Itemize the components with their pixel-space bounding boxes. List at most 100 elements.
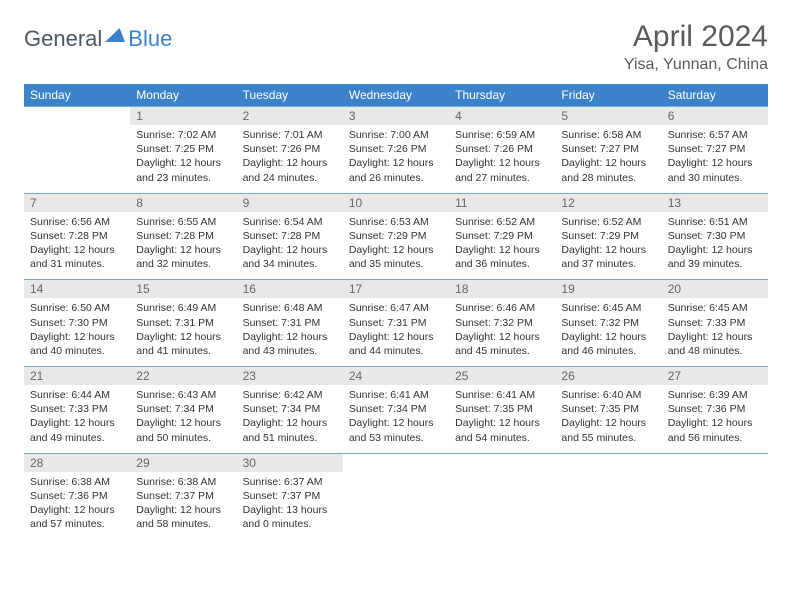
day-details: Sunrise: 6:38 AMSunset: 7:37 PMDaylight:…	[130, 472, 236, 540]
day-number: 11	[449, 194, 555, 212]
day-details: Sunrise: 6:39 AMSunset: 7:36 PMDaylight:…	[662, 385, 768, 453]
sunrise-text: Sunrise: 6:39 AM	[668, 388, 762, 402]
day-details: Sunrise: 6:48 AMSunset: 7:31 PMDaylight:…	[237, 298, 343, 366]
calendar-cell: 18Sunrise: 6:46 AMSunset: 7:32 PMDayligh…	[449, 280, 555, 367]
day-number: 14	[24, 280, 130, 298]
day-details: Sunrise: 6:37 AMSunset: 7:37 PMDaylight:…	[237, 472, 343, 540]
sunrise-text: Sunrise: 6:38 AM	[136, 475, 230, 489]
daylight-text: Daylight: 12 hours and 43 minutes.	[243, 330, 337, 358]
daylight-text: Daylight: 12 hours and 24 minutes.	[243, 156, 337, 184]
sunrise-text: Sunrise: 6:56 AM	[30, 215, 124, 229]
calendar-cell: 5Sunrise: 6:58 AMSunset: 7:27 PMDaylight…	[555, 107, 661, 194]
calendar-cell: 25Sunrise: 6:41 AMSunset: 7:35 PMDayligh…	[449, 367, 555, 454]
day-number: 4	[449, 107, 555, 125]
sunset-text: Sunset: 7:32 PM	[455, 316, 549, 330]
daylight-text: Daylight: 12 hours and 57 minutes.	[30, 503, 124, 531]
day-number: 8	[130, 194, 236, 212]
day-details: Sunrise: 6:47 AMSunset: 7:31 PMDaylight:…	[343, 298, 449, 366]
daylight-text: Daylight: 12 hours and 55 minutes.	[561, 416, 655, 444]
daylight-text: Daylight: 12 hours and 37 minutes.	[561, 243, 655, 271]
calendar-cell: 29Sunrise: 6:38 AMSunset: 7:37 PMDayligh…	[130, 453, 236, 539]
calendar-week-row: 7Sunrise: 6:56 AMSunset: 7:28 PMDaylight…	[24, 193, 768, 280]
sunset-text: Sunset: 7:26 PM	[349, 142, 443, 156]
sunrise-text: Sunrise: 6:41 AM	[349, 388, 443, 402]
page-header: General Blue April 2024 Yisa, Yunnan, Ch…	[24, 20, 768, 74]
calendar-cell: 20Sunrise: 6:45 AMSunset: 7:33 PMDayligh…	[662, 280, 768, 367]
calendar-cell: 4Sunrise: 6:59 AMSunset: 7:26 PMDaylight…	[449, 107, 555, 194]
calendar-cell: 22Sunrise: 6:43 AMSunset: 7:34 PMDayligh…	[130, 367, 236, 454]
day-details: Sunrise: 6:57 AMSunset: 7:27 PMDaylight:…	[662, 125, 768, 193]
day-number: 3	[343, 107, 449, 125]
sunrise-text: Sunrise: 6:47 AM	[349, 301, 443, 315]
calendar-cell: 13Sunrise: 6:51 AMSunset: 7:30 PMDayligh…	[662, 193, 768, 280]
day-details: Sunrise: 6:55 AMSunset: 7:28 PMDaylight:…	[130, 212, 236, 280]
daylight-text: Daylight: 12 hours and 56 minutes.	[668, 416, 762, 444]
calendar-cell: 19Sunrise: 6:45 AMSunset: 7:32 PMDayligh…	[555, 280, 661, 367]
daylight-text: Daylight: 12 hours and 39 minutes.	[668, 243, 762, 271]
calendar-body: 1Sunrise: 7:02 AMSunset: 7:25 PMDaylight…	[24, 107, 768, 540]
location-label: Yisa, Yunnan, China	[624, 56, 768, 74]
calendar-cell	[449, 453, 555, 539]
day-details: Sunrise: 6:41 AMSunset: 7:35 PMDaylight:…	[449, 385, 555, 453]
calendar-cell: 11Sunrise: 6:52 AMSunset: 7:29 PMDayligh…	[449, 193, 555, 280]
day-number: 23	[237, 367, 343, 385]
calendar-cell: 24Sunrise: 6:41 AMSunset: 7:34 PMDayligh…	[343, 367, 449, 454]
sunrise-text: Sunrise: 6:41 AM	[455, 388, 549, 402]
calendar-cell: 1Sunrise: 7:02 AMSunset: 7:25 PMDaylight…	[130, 107, 236, 194]
day-details: Sunrise: 6:53 AMSunset: 7:29 PMDaylight:…	[343, 212, 449, 280]
calendar-cell: 26Sunrise: 6:40 AMSunset: 7:35 PMDayligh…	[555, 367, 661, 454]
sunrise-text: Sunrise: 6:44 AM	[30, 388, 124, 402]
calendar-cell: 9Sunrise: 6:54 AMSunset: 7:28 PMDaylight…	[237, 193, 343, 280]
day-details: Sunrise: 6:41 AMSunset: 7:34 PMDaylight:…	[343, 385, 449, 453]
sunrise-text: Sunrise: 6:48 AM	[243, 301, 337, 315]
logo: General Blue	[24, 20, 172, 52]
month-title: April 2024	[624, 20, 768, 54]
sunrise-text: Sunrise: 6:52 AM	[561, 215, 655, 229]
daylight-text: Daylight: 12 hours and 46 minutes.	[561, 330, 655, 358]
calendar-cell: 28Sunrise: 6:38 AMSunset: 7:36 PMDayligh…	[24, 453, 130, 539]
daylight-text: Daylight: 12 hours and 26 minutes.	[349, 156, 443, 184]
day-number: 6	[662, 107, 768, 125]
day-details: Sunrise: 7:00 AMSunset: 7:26 PMDaylight:…	[343, 125, 449, 193]
sunset-text: Sunset: 7:31 PM	[243, 316, 337, 330]
daylight-text: Daylight: 12 hours and 27 minutes.	[455, 156, 549, 184]
day-details: Sunrise: 6:51 AMSunset: 7:30 PMDaylight:…	[662, 212, 768, 280]
day-number: 16	[237, 280, 343, 298]
sunrise-text: Sunrise: 6:37 AM	[243, 475, 337, 489]
sunrise-text: Sunrise: 7:02 AM	[136, 128, 230, 142]
calendar-cell: 2Sunrise: 7:01 AMSunset: 7:26 PMDaylight…	[237, 107, 343, 194]
calendar-cell: 17Sunrise: 6:47 AMSunset: 7:31 PMDayligh…	[343, 280, 449, 367]
daylight-text: Daylight: 12 hours and 49 minutes.	[30, 416, 124, 444]
day-number: 1	[130, 107, 236, 125]
sunset-text: Sunset: 7:34 PM	[136, 402, 230, 416]
day-number: 9	[237, 194, 343, 212]
day-header-mon: Monday	[130, 84, 236, 107]
calendar-cell: 3Sunrise: 7:00 AMSunset: 7:26 PMDaylight…	[343, 107, 449, 194]
day-details: Sunrise: 6:49 AMSunset: 7:31 PMDaylight:…	[130, 298, 236, 366]
sunset-text: Sunset: 7:30 PM	[30, 316, 124, 330]
day-details: Sunrise: 6:52 AMSunset: 7:29 PMDaylight:…	[555, 212, 661, 280]
sunset-text: Sunset: 7:33 PM	[30, 402, 124, 416]
sunrise-text: Sunrise: 7:01 AM	[243, 128, 337, 142]
day-header-sat: Saturday	[662, 84, 768, 107]
day-details: Sunrise: 6:44 AMSunset: 7:33 PMDaylight:…	[24, 385, 130, 453]
calendar-cell: 14Sunrise: 6:50 AMSunset: 7:30 PMDayligh…	[24, 280, 130, 367]
daylight-text: Daylight: 12 hours and 50 minutes.	[136, 416, 230, 444]
sunset-text: Sunset: 7:28 PM	[136, 229, 230, 243]
calendar-cell	[343, 453, 449, 539]
sunrise-text: Sunrise: 6:52 AM	[455, 215, 549, 229]
day-header-wed: Wednesday	[343, 84, 449, 107]
calendar-cell	[24, 107, 130, 194]
day-number: 10	[343, 194, 449, 212]
sunset-text: Sunset: 7:35 PM	[455, 402, 549, 416]
day-number: 18	[449, 280, 555, 298]
sunset-text: Sunset: 7:33 PM	[668, 316, 762, 330]
daylight-text: Daylight: 12 hours and 40 minutes.	[30, 330, 124, 358]
daylight-text: Daylight: 12 hours and 32 minutes.	[136, 243, 230, 271]
calendar-week-row: 14Sunrise: 6:50 AMSunset: 7:30 PMDayligh…	[24, 280, 768, 367]
sunset-text: Sunset: 7:26 PM	[243, 142, 337, 156]
calendar-cell	[555, 453, 661, 539]
sunset-text: Sunset: 7:36 PM	[668, 402, 762, 416]
day-header-row: Sunday Monday Tuesday Wednesday Thursday…	[24, 84, 768, 107]
daylight-text: Daylight: 12 hours and 44 minutes.	[349, 330, 443, 358]
